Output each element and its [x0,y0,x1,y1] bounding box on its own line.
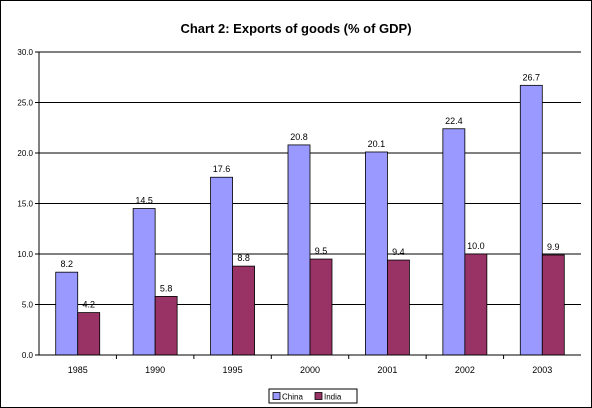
data-label-china: 20.8 [290,132,308,142]
data-label-china: 8.2 [60,259,73,269]
bar-india [154,296,178,356]
legend: China India [268,388,358,404]
x-category-label: 2001 [377,365,397,375]
bar-china [210,176,233,356]
legend-label-india: India [324,393,342,402]
axes: 0.0 5.0 10.0 15.0 20.0 25.0 30.0 1985 1990 1995 20… [17,48,581,375]
data-label-india: 9.5 [315,246,328,256]
y-tick-label: 20.0 [17,149,33,158]
y-tick-label: 0.0 [22,351,34,360]
bar-india [541,254,565,356]
bar-china [365,151,388,356]
y-tick-label: 5.0 [22,301,34,310]
bar-china [442,128,466,356]
x-category-label: 2000 [300,365,320,375]
bar-china [519,84,543,356]
y-tick-label: 15.0 [17,200,33,209]
y-tick-label: 25.0 [17,99,33,108]
legend-label-china: China [282,393,303,402]
y-tick-label: 30.0 [17,48,33,57]
bar-china [132,208,156,356]
bar-india [387,259,410,356]
bar-china [287,144,311,356]
bar-india [232,265,255,356]
data-label-china: 22.4 [445,116,463,126]
chart-title: Chart 2: Exports of goods (% of GDP) [180,21,411,36]
x-category-label: 1985 [68,365,88,375]
data-label-india: 10.0 [467,241,485,251]
x-category-label: 1995 [223,365,243,375]
legend-swatch-india [314,392,323,400]
bar-india [309,258,333,356]
x-category-label: 2003 [532,365,552,375]
data-label-india: 8.8 [237,253,250,263]
data-label-india: 9.4 [392,247,405,257]
legend-box [268,388,358,404]
data-label-india: 9.9 [547,242,560,252]
data-label-india: 5.8 [160,283,173,293]
data-label-china: 20.1 [368,139,386,149]
bars [55,84,565,356]
data-labels: 8.2 4.2 14.5 5.8 17.6 8.8 20.8 9.5 20.1 9.4 22.4 10… [60,72,559,309]
bar-china [55,271,79,356]
x-category-label: 2002 [455,365,475,375]
bar-india [77,312,101,356]
data-label-india: 4.2 [82,300,95,310]
data-label-china: 17.6 [213,164,231,174]
legend-swatch-china [272,392,281,400]
x-category-label: 1990 [145,365,165,375]
data-label-china: 14.5 [135,196,153,206]
y-tick-label: 10.0 [17,250,33,259]
data-label-china: 26.7 [523,72,541,82]
bar-india [464,253,488,356]
